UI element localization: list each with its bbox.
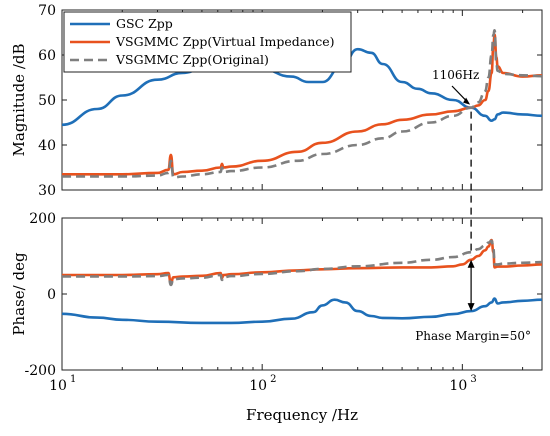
x-tick-label: 10 [449,378,467,394]
legend-label-0: GSC Zpp [116,16,173,31]
series-line-2 [62,239,542,287]
phase-margin-arrowhead-top [467,259,475,268]
y-tick-label: 200 [29,211,56,227]
series-line-0 [62,297,542,325]
y-tick-label: 0 [47,287,56,303]
x-tick-exponent: 3 [470,374,476,385]
magnitude-y-axis-label: Magnitude /dB [10,44,28,157]
magnitude-annotation: 1106Hz [432,68,479,105]
y-tick-label: 70 [38,3,56,19]
phase-x-ticks: 10 1 10 2 10 3 [49,218,524,394]
crossover-arrowhead [463,97,471,105]
y-tick-label: 30 [38,183,56,199]
x-tick-label: 10 [249,378,267,394]
magnitude-axes: 30 40 50 60 70 1106Hz GSC Zpp VSGMMC Zpp(Virt… [10,3,543,199]
y-tick-label: 60 [38,48,56,64]
phase-margin-arrowhead-bottom [467,303,475,312]
magnitude-y-ticks: 30 40 50 60 70 [38,3,542,199]
x-tick-exponent: 2 [270,374,276,385]
x-tick-label: 10 [49,378,67,394]
phase-series-group [62,238,542,325]
legend-label-1: VSGMMC Zpp(Virtual Impedance) [115,34,335,49]
phase-margin-label: Phase Margin=50° [415,329,531,343]
y-tick-label: -200 [25,363,56,379]
x-tick-exponent: 1 [70,374,76,385]
y-tick-label: 50 [38,93,56,109]
legend-box [63,11,352,73]
legend: GSC Zpp VSGMMC Zpp(Virtual Impedance) VSGM… [63,11,352,73]
series-line-2 [62,28,542,179]
phase-plot-frame [61,217,543,371]
legend-label-2: VSGMMC Zpp(Original) [115,52,269,67]
y-tick-label: 40 [38,138,56,154]
x-axis-label: Frequency /Hz [246,406,358,424]
phase-annotation: Phase Margin=50° [415,111,531,343]
phase-y-axis-label: Phase/ deg [10,252,28,336]
phase-y-ticks: -200 0 200 [25,211,542,379]
crossover-frequency-label: 1106Hz [432,68,479,82]
